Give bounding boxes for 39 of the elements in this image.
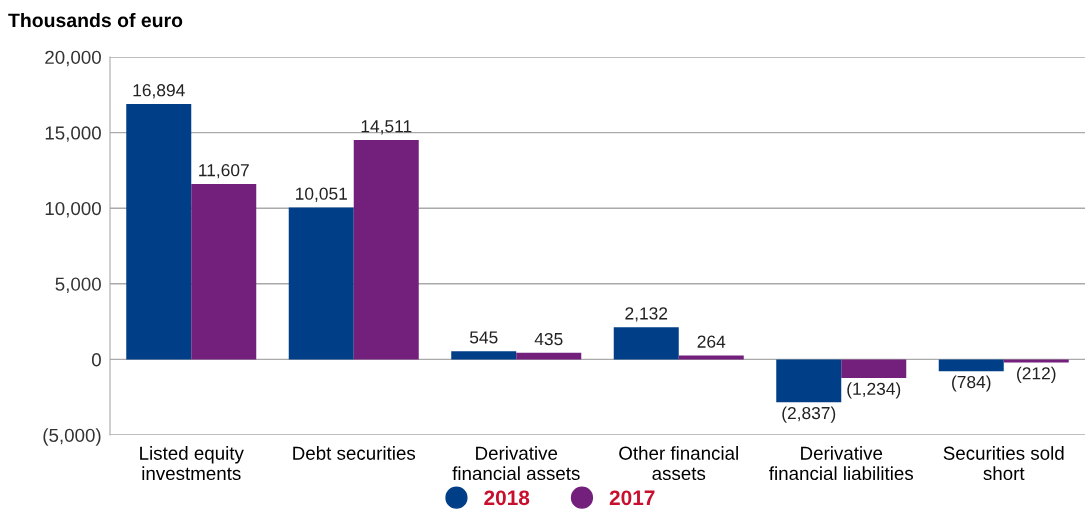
data-label: 435: [534, 332, 563, 346]
x-tick-label: Securities sold short: [943, 446, 1064, 481]
y-axis-title: Thousands of euro: [8, 12, 183, 28]
y-tick-label: 5,000: [55, 277, 101, 293]
x-tick-label: Other financial assets: [619, 446, 738, 481]
data-label: 264: [697, 335, 726, 348]
x-tick-label: Derivative financial assets: [452, 446, 580, 481]
bar: [1003, 359, 1069, 363]
data-label: (1,234): [847, 382, 901, 399]
data-label: (2,837): [782, 406, 836, 423]
bar: [353, 139, 419, 360]
y-tick-label: 20,000: [45, 50, 101, 67]
data-label: (784): [952, 375, 991, 392]
data-label: 11,607: [199, 164, 249, 179]
data-label: 10,051: [296, 187, 347, 202]
y-tick-label: 0: [91, 353, 101, 367]
bar: [126, 103, 192, 360]
data-label: 14,511: [361, 120, 412, 135]
bar: [938, 359, 1004, 372]
x-tick-label: Debt securities: [293, 446, 416, 460]
y-tick-label: 10,000: [45, 201, 101, 218]
legend-label: 2018: [484, 490, 530, 506]
bar: [288, 207, 354, 360]
data-label: 2,132: [625, 307, 668, 322]
bar: [776, 359, 842, 403]
data-label: (212): [1017, 366, 1056, 383]
legend-label: 2017: [609, 490, 655, 506]
y-tick-label: 15,000: [45, 126, 101, 142]
bar: [451, 351, 517, 360]
bar: [841, 359, 907, 379]
x-tick-label: Listed equity investments: [140, 446, 244, 481]
bar: [678, 355, 744, 360]
x-tick-label: Derivative financial liabilities: [769, 446, 914, 481]
bar: [191, 183, 257, 360]
bar: [613, 327, 679, 360]
bar: [516, 352, 582, 360]
y-tick-label: (5,000): [43, 428, 101, 446]
data-label: 545: [469, 331, 498, 344]
data-label: 16,894: [133, 84, 185, 99]
